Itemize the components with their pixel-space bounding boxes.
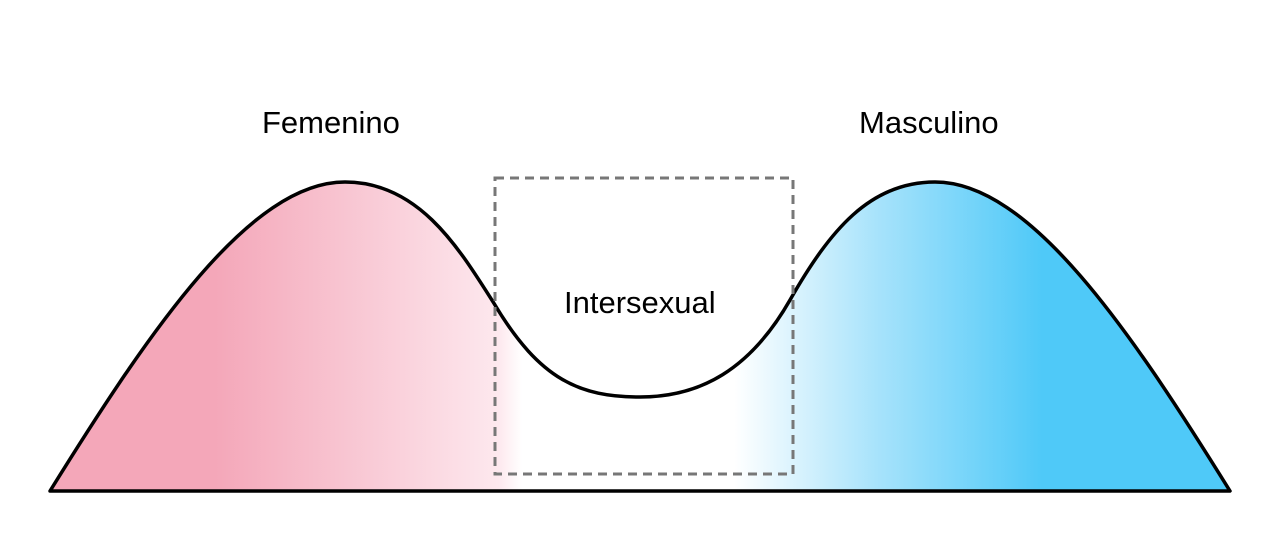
label-intersex: Intersexual [564,285,716,320]
label-male: Masculino [859,105,999,140]
label-female: Femenino [262,105,400,140]
intersex-box [493,176,795,476]
bimodal-curve [48,180,1232,493]
